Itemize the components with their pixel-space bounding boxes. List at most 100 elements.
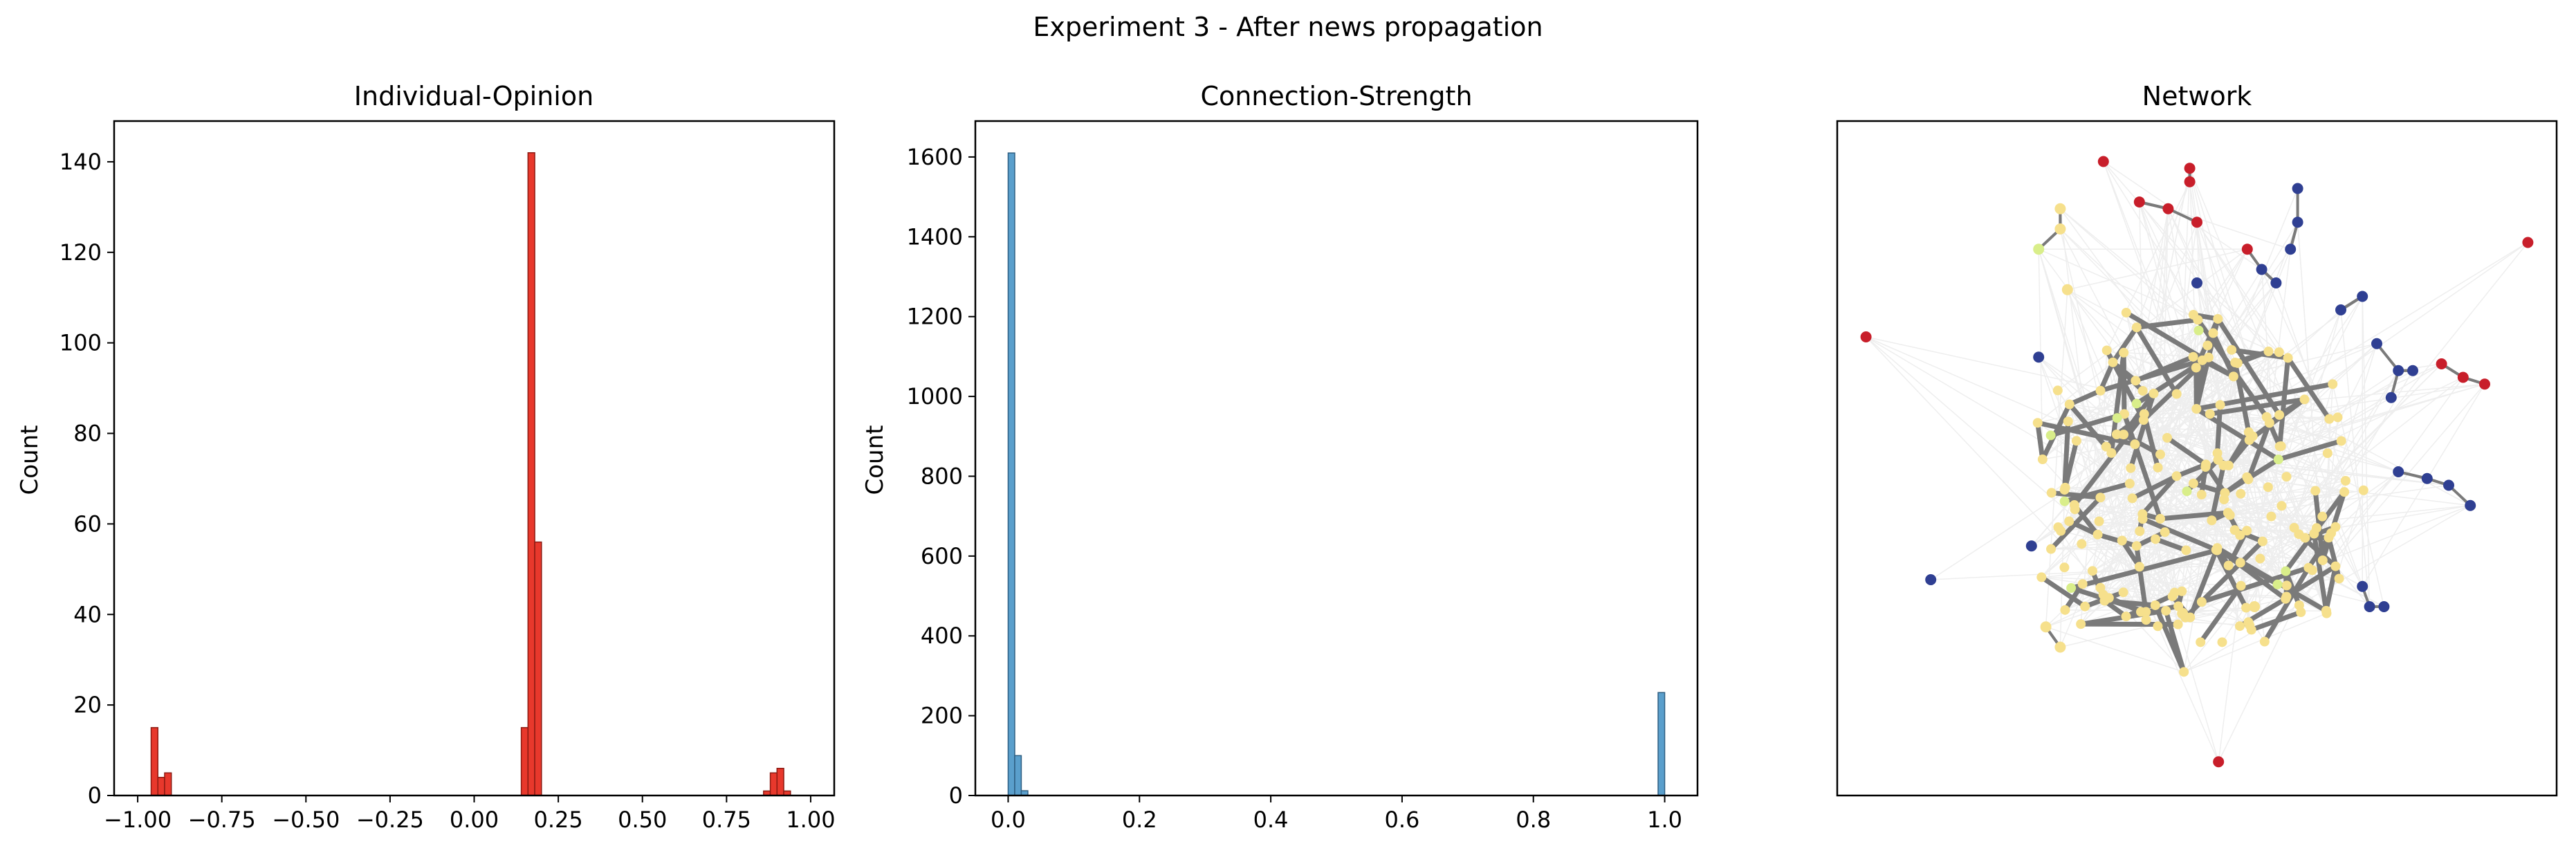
network-node bbox=[2202, 340, 2213, 351]
panel-title: Network bbox=[2142, 81, 2252, 111]
network-node bbox=[2052, 385, 2063, 396]
strong-edge bbox=[2035, 420, 2137, 447]
network-node bbox=[2155, 449, 2165, 459]
network-node bbox=[2340, 475, 2350, 486]
y-tick-label: 200 bbox=[921, 703, 963, 729]
strong-edge bbox=[2072, 412, 2147, 508]
network-node bbox=[2131, 398, 2142, 409]
strong-edge bbox=[2062, 419, 2071, 493]
panel-title: Connection-Strength bbox=[1200, 81, 1472, 111]
network-node bbox=[2263, 482, 2273, 493]
network-node bbox=[2213, 454, 2223, 465]
network-node bbox=[2054, 203, 2066, 214]
weak-edge bbox=[2136, 397, 2392, 546]
strong-edge bbox=[2128, 391, 2156, 471]
network-node bbox=[2133, 196, 2145, 208]
network-node bbox=[2182, 486, 2192, 497]
weak-edge bbox=[2183, 612, 2327, 673]
network-node bbox=[2111, 430, 2122, 440]
x-tick-label: 0.2 bbox=[1122, 807, 1157, 833]
x-tick-label: 0.75 bbox=[702, 807, 751, 833]
strong-edge bbox=[2215, 402, 2223, 456]
network-node bbox=[2126, 463, 2136, 473]
strong-edge bbox=[2140, 473, 2180, 517]
x-tick-label: 1.0 bbox=[1647, 807, 1682, 833]
axis-ticks: −1.00 −0.75 −0.50 −0.25 0.00 0.25 0.50 0.75 1.00… bbox=[59, 149, 836, 833]
weak-edge bbox=[2037, 362, 2113, 423]
network-node bbox=[2281, 566, 2291, 576]
weak-edge bbox=[2229, 490, 2316, 516]
network-node bbox=[2171, 389, 2182, 399]
network-node bbox=[2465, 499, 2476, 511]
strong-edge bbox=[2207, 396, 2308, 416]
network-node bbox=[2242, 472, 2252, 482]
weak-edge bbox=[2125, 520, 2212, 617]
network-node bbox=[2324, 533, 2334, 543]
weak-edge bbox=[2139, 201, 2327, 612]
x-tick-label: 0.6 bbox=[1384, 807, 1419, 833]
network-node bbox=[2087, 566, 2097, 576]
weak-edge bbox=[2142, 390, 2342, 442]
network-node bbox=[2141, 615, 2151, 625]
network-node bbox=[2205, 409, 2215, 419]
network-node bbox=[2171, 471, 2182, 481]
network-node bbox=[2207, 515, 2217, 526]
weak-edge bbox=[2315, 363, 2442, 492]
network-node bbox=[2188, 478, 2198, 488]
network-node bbox=[2257, 536, 2267, 546]
network-node bbox=[2095, 385, 2106, 396]
y-tick-label: 20 bbox=[73, 692, 102, 718]
network-node bbox=[2479, 378, 2490, 390]
histogram-bar bbox=[776, 767, 784, 796]
network-node bbox=[2200, 462, 2211, 472]
weak-edge bbox=[2228, 564, 2327, 614]
weak-edge bbox=[2059, 228, 2203, 361]
weak-edge bbox=[2104, 360, 2203, 601]
network-node bbox=[2294, 600, 2304, 610]
y-axis-label: Count bbox=[16, 425, 44, 495]
network-node bbox=[2421, 472, 2433, 484]
network-node bbox=[2139, 409, 2149, 419]
strong-edge bbox=[2067, 388, 2104, 407]
weak-edge bbox=[2168, 208, 2291, 250]
network-node bbox=[2357, 291, 2368, 302]
strong-edge bbox=[2035, 420, 2045, 462]
network-node bbox=[2307, 565, 2317, 576]
network-node bbox=[2324, 414, 2335, 424]
network-node bbox=[2155, 513, 2165, 524]
network-node bbox=[2393, 365, 2404, 376]
weak-edge bbox=[2196, 221, 2282, 447]
weak-edge bbox=[2037, 343, 2377, 423]
network-node bbox=[2184, 176, 2196, 187]
network-node bbox=[2153, 462, 2163, 472]
histogram-bar bbox=[164, 772, 172, 796]
weak-edge bbox=[2045, 626, 2184, 673]
network-node bbox=[2046, 488, 2057, 498]
y-tick-label: 80 bbox=[73, 421, 102, 447]
network-node bbox=[2061, 284, 2073, 295]
network-node bbox=[2064, 516, 2074, 526]
network-node bbox=[2522, 237, 2534, 248]
network-node bbox=[2330, 522, 2341, 532]
network-node bbox=[2378, 601, 2390, 612]
network-node bbox=[2092, 529, 2103, 540]
network-node bbox=[2046, 544, 2057, 554]
network-node bbox=[2167, 591, 2178, 602]
network-node bbox=[2274, 347, 2284, 358]
network-node bbox=[2272, 579, 2283, 589]
strong-edge bbox=[2215, 316, 2282, 418]
y-tick-label: 1600 bbox=[907, 144, 963, 170]
strong-edge bbox=[2193, 358, 2205, 412]
network-node bbox=[2160, 527, 2170, 537]
strong-edge bbox=[2198, 583, 2244, 645]
y-tick-label: 0 bbox=[88, 782, 102, 809]
strong-edge bbox=[2119, 537, 2142, 569]
network-node bbox=[2310, 486, 2321, 496]
x-tick-label: −0.50 bbox=[272, 807, 340, 833]
network-node bbox=[2071, 436, 2081, 446]
network-node bbox=[2134, 562, 2144, 572]
weak-edge bbox=[2153, 393, 2207, 468]
network-node bbox=[2060, 605, 2070, 615]
histogram-bar bbox=[157, 777, 165, 796]
network-node bbox=[2436, 358, 2447, 369]
